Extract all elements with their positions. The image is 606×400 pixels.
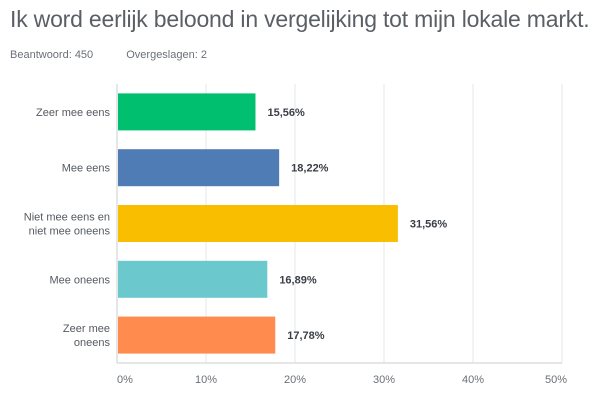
- x-tick-label: 0%: [117, 374, 133, 386]
- x-tick-label: 50%: [545, 374, 567, 386]
- skipped-count: Overgeslagen: 2: [126, 49, 207, 61]
- data-label: 18,22%: [291, 163, 329, 175]
- category-label: Zeer mee eens: [36, 107, 110, 119]
- bar: [118, 260, 268, 298]
- bar: [118, 205, 398, 242]
- bar: [118, 316, 276, 354]
- category-label: Mee oneens: [49, 274, 110, 286]
- response-stats: Beantwoord: 450 Overgeslagen: 2: [10, 49, 237, 61]
- x-tick-label: 40%: [462, 374, 484, 386]
- category-label: Mee eens: [62, 163, 111, 175]
- data-label: 16,89%: [279, 274, 317, 286]
- category-label: oneens: [74, 337, 111, 349]
- data-label: 31,56%: [410, 219, 448, 231]
- category-label: niet mee oneens: [29, 226, 111, 238]
- answered-count: Beantwoord: 450: [10, 49, 94, 61]
- x-tick-label: 20%: [284, 374, 306, 386]
- bar: [118, 93, 256, 131]
- category-label: Zeer mee: [63, 323, 110, 335]
- question-title: Ik word eerlijk beloond in vergelijking …: [10, 6, 590, 32]
- data-label: 15,56%: [267, 107, 305, 119]
- x-tick-label: 30%: [373, 374, 395, 386]
- data-label: 17,78%: [287, 330, 325, 342]
- category-label: Niet mee eens en: [24, 212, 110, 224]
- x-tick-label: 10%: [195, 374, 217, 386]
- bar: [118, 149, 280, 187]
